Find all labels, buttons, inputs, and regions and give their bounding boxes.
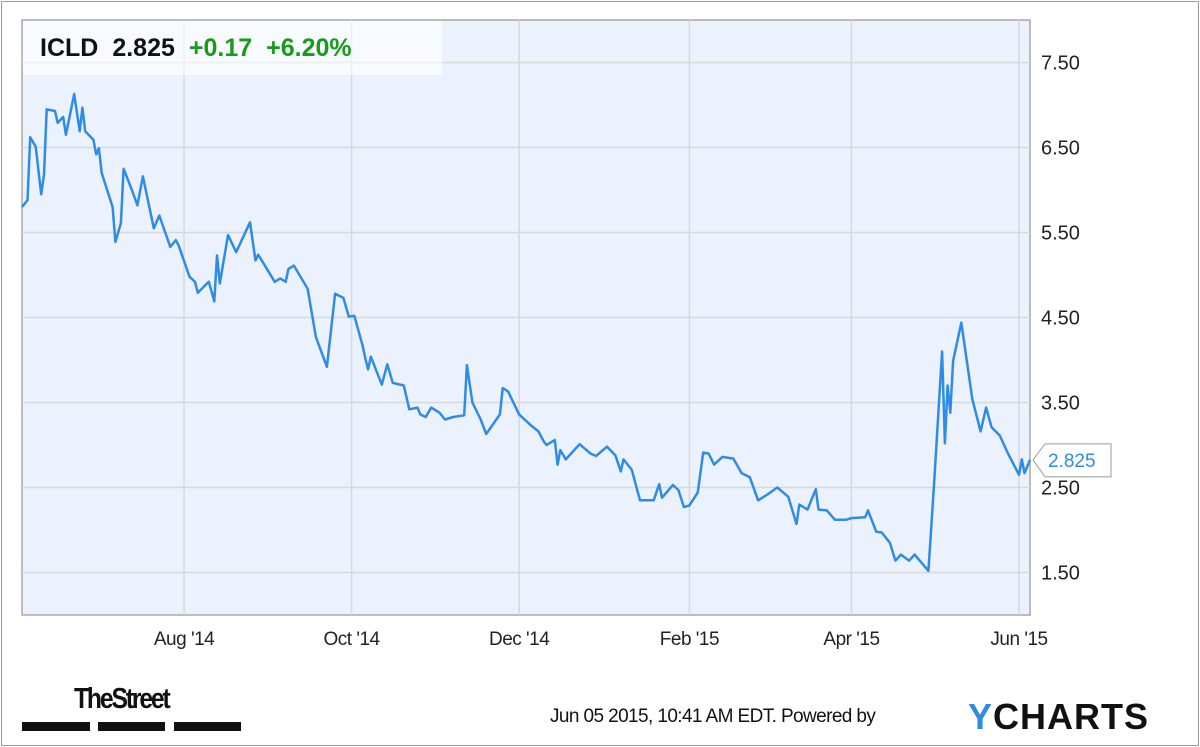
- y-tick-label: 4.50: [1041, 308, 1080, 330]
- x-tick-label: Feb '15: [660, 629, 719, 650]
- logo-bar: [22, 722, 90, 731]
- y-axis: 1.50 2.50 3.50 4.50 5.50 6.50 7.50: [1041, 53, 1080, 585]
- ycharts-logo-y: Y: [968, 696, 994, 737]
- x-tick-label: Apr '15: [823, 629, 879, 650]
- logo-bar: [98, 722, 165, 731]
- x-tick-label: Aug '14: [154, 629, 215, 650]
- last-price-box: [1032, 443, 1112, 478]
- y-tick-label: 3.50: [1041, 393, 1080, 415]
- quote-change-percent: +6.20%: [266, 33, 352, 62]
- ycharts-logo: YCHARTS: [968, 696, 1149, 738]
- y-tick-label: 5.50: [1041, 223, 1080, 245]
- ycharts-logo-rest: CHARTS: [993, 696, 1150, 737]
- quote-header: ICLD 2.825 +0.17 +6.20%: [23, 21, 442, 75]
- y-tick-label: 2.50: [1041, 478, 1080, 500]
- x-tick-label: Oct '14: [324, 629, 381, 650]
- quote-change: +0.17: [188, 33, 253, 62]
- logo-bar: [174, 722, 241, 731]
- powered-by-text: Powered by: [780, 706, 876, 727]
- x-tick-label: Dec '14: [489, 629, 550, 650]
- footer-timestamp: Jun 05 2015, 10:41 AM EDT. Powered by: [550, 706, 876, 728]
- quote-price: 2.825: [112, 33, 175, 62]
- gridlines: [22, 20, 1030, 615]
- x-axis: Aug '14 Oct '14 Dec '14 Feb '15 Apr '15 Jun '…: [154, 629, 1048, 650]
- y-tick-label: 6.50: [1041, 138, 1080, 160]
- price-line: [21, 92, 1032, 573]
- last-price-text: 2.825: [1048, 451, 1096, 472]
- ticker-symbol: ICLD: [40, 33, 99, 62]
- last-price-label: 2.825: [1032, 443, 1112, 478]
- y-tick-label: 7.50: [1041, 53, 1080, 75]
- y-tick-label: 1.50: [1041, 563, 1080, 585]
- timestamp-text: Jun 05 2015, 10:41 AM EDT.: [550, 706, 777, 727]
- thestreet-logo: TheStreet: [74, 683, 171, 715]
- x-tick-label: Jun '15: [990, 629, 1047, 650]
